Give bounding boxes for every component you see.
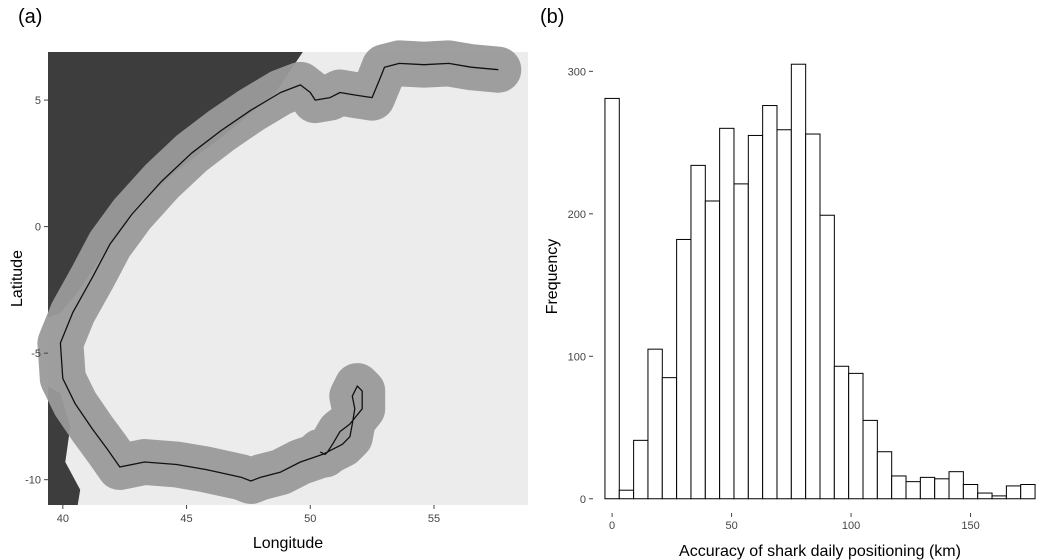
map-x-tick-label: 40: [57, 513, 69, 525]
histogram-bar: [862, 419, 878, 500]
histogram-bar: [977, 492, 993, 500]
histogram-bar: [719, 127, 735, 500]
histogram-bar: [776, 129, 792, 500]
histogram-x-ticks: 0 50 100 150: [609, 513, 980, 532]
map-y-tick-label: -10: [25, 475, 41, 487]
histogram-bar: [805, 133, 821, 500]
histogram-bar: [962, 484, 979, 500]
histogram-bar: [633, 439, 649, 500]
histogram-panel: 0 50 100 150 0 100 200 300 Accuracy of shark d…: [544, 63, 1036, 560]
map-y-tick-label: -5: [31, 348, 41, 360]
histogram-bar: [848, 372, 864, 500]
histogram-bar: [618, 489, 635, 500]
map-x-tick-label: 50: [304, 513, 316, 525]
histogram-y-axis-label: Frequency: [544, 239, 561, 315]
map-y-axis-label: Latitude: [9, 250, 26, 307]
map-panel: 40 45 50 55 50-5-10 Longitude Latitude: [9, 40, 528, 552]
histogram-y-tick-label: 100: [568, 351, 586, 363]
histogram-x-tick-label: 50: [725, 520, 737, 532]
histogram-y-tick-label: 200: [568, 209, 586, 221]
histogram-bar: [604, 97, 620, 500]
histogram-bar: [661, 377, 678, 500]
histogram-bar: [1005, 485, 1022, 500]
histogram-bar: [704, 200, 721, 500]
histogram-bar: [934, 478, 950, 500]
histogram-bar: [948, 471, 964, 500]
histogram-bar: [991, 495, 1007, 500]
map-y-ticks: 5 0 -5 -10: [25, 95, 48, 487]
histogram-x-tick-label: 150: [961, 520, 979, 532]
shark-track-line: [59, 62, 499, 482]
histogram-bars: [604, 63, 1036, 500]
histogram-bar: [919, 476, 936, 500]
histogram-bar: [747, 134, 764, 500]
histogram-x-axis-label: Accuracy of shark daily positioning (km): [679, 543, 961, 560]
histogram-bar: [690, 164, 706, 500]
histogram-y-tick-label: 300: [568, 66, 586, 78]
histogram-bar: [733, 183, 749, 500]
histogram-x-tick-label: 100: [842, 520, 860, 532]
panel-label-b: (b): [540, 6, 565, 28]
histogram-bar: [833, 365, 850, 500]
histogram-bar: [905, 481, 921, 500]
histogram-y-tick-label: 0: [580, 494, 586, 506]
histogram-bar: [891, 475, 907, 500]
map-y-tick-label: 5: [35, 95, 41, 107]
map-x-axis-label: Longitude: [253, 535, 323, 552]
histogram-y-ticks: 0 100 200 300: [568, 66, 593, 506]
histogram-bar: [790, 63, 807, 500]
histogram-bar: [762, 105, 778, 500]
map-y-tick-label: 0: [35, 222, 41, 234]
map-x-tick-label: 55: [428, 513, 440, 525]
histogram-bar: [819, 214, 835, 500]
histogram-bar: [647, 348, 663, 500]
histogram-bar: [876, 451, 893, 500]
panel-label-a: (a): [18, 6, 43, 28]
histogram-bar: [1020, 484, 1036, 500]
histogram-x-tick-label: 0: [609, 520, 615, 532]
map-x-tick-label: 45: [180, 513, 192, 525]
histogram-bar: [676, 238, 692, 500]
map-x-ticks: 40 45 50 55: [57, 505, 440, 525]
